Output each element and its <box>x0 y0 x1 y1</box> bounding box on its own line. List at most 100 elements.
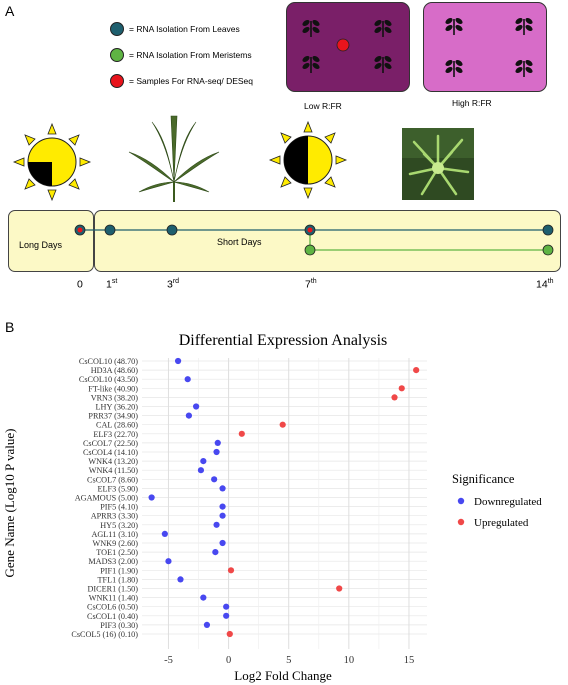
y-tick-label: CsCOL1 (0.40) <box>87 612 138 621</box>
downregulated-point <box>177 576 184 583</box>
legend-dot-leaves <box>110 22 124 36</box>
timeline-tracks <box>74 224 554 256</box>
differential-expression-chart: CsCOL10 (48.70)HD3A (48.60)CsCOL10 (43.5… <box>2 332 542 683</box>
y-tick-label: TFL1 (1.80) <box>98 575 139 584</box>
timepoint-day14 <box>542 224 554 236</box>
legend-marker-upregulated <box>457 518 465 526</box>
y-tick-label: ELF3 (5.90) <box>98 484 139 493</box>
plant-icon <box>302 19 392 73</box>
meristem-timepoint-day14 <box>542 244 554 256</box>
plot-panel <box>142 358 427 649</box>
upregulated-point <box>398 385 405 392</box>
downregulated-point <box>214 439 221 446</box>
low-rfr-label: Low R:FR <box>304 101 342 111</box>
x-tick-label: 15 <box>404 655 415 666</box>
x-axis-label: Log2 Fold Change <box>234 668 332 683</box>
y-axis-label: Gene Name (Log10 P value) <box>2 429 17 578</box>
legend-label-samples: = Samples For RNA-seq/ DESeq <box>129 76 254 86</box>
downregulated-point <box>219 485 226 492</box>
downregulated-point <box>197 467 205 474</box>
y-tick-label: AGAMOUS (5.00) <box>75 494 138 503</box>
upregulated-point <box>226 630 233 638</box>
x-tick-label: -5 <box>164 655 173 666</box>
day-label-14: 14th <box>536 278 554 291</box>
low-rfr-chamber <box>286 2 410 92</box>
day-label-1: 1st <box>106 278 117 291</box>
short-days-box: Short Days <box>94 210 561 272</box>
y-tick-label: HD3A (48.60) <box>91 366 139 375</box>
downregulated-point <box>193 403 200 410</box>
chart-legend: Significance Downregulated Upregulated <box>452 472 542 529</box>
chart-title: Differential Expression Analysis <box>179 332 388 349</box>
sample-marker-day7 <box>307 227 313 233</box>
y-tick-label: CsCOL7 (22.50) <box>83 439 138 448</box>
upregulated-point <box>413 367 420 374</box>
downregulated-point <box>203 621 211 628</box>
x-gridlines <box>167 358 410 649</box>
y-tick-label: DICER1 (1.50) <box>88 585 139 594</box>
y-tick-label: PIF3 (0.30) <box>100 621 138 630</box>
upregulated-point <box>238 430 245 437</box>
legend-label-upregulated: Upregulated <box>474 517 529 529</box>
upregulated-point <box>279 421 286 428</box>
legend-title: Significance <box>452 472 515 486</box>
y-tick-label: MADS3 (2.00) <box>88 557 138 566</box>
x-tick-labels: -5 0 5 10 15 <box>164 655 414 666</box>
day-label-0: 0 <box>77 278 83 291</box>
legend-marker-downregulated <box>457 497 465 505</box>
y-tick-label: APRR3 (3.30) <box>91 512 139 521</box>
y-tick-label: ELF3 (22.70) <box>93 430 138 439</box>
legend-label-downregulated: Downregulated <box>474 496 542 508</box>
day-label-sup: st <box>111 278 118 285</box>
day-label-sup: th <box>310 278 317 285</box>
long-day-sun-icon <box>12 122 92 202</box>
downregulated-point <box>212 549 219 556</box>
day-label-num: 3 <box>167 278 173 291</box>
y-tick-label: WNK9 (2.60) <box>93 539 139 548</box>
x-tick-label: 5 <box>286 655 291 666</box>
legend-label-leaves: = RNA Isolation From Leaves <box>129 24 240 34</box>
downregulated-point <box>184 376 191 383</box>
short-days-label: Short Days <box>217 237 262 247</box>
downregulated-point <box>174 357 182 365</box>
short-day-sun-icon <box>268 120 348 200</box>
downregulated-point <box>223 603 230 610</box>
downregulated-point <box>161 530 168 537</box>
day-label-7: 7th <box>305 278 317 291</box>
sample-dot <box>336 38 350 52</box>
data-points <box>148 357 420 638</box>
y-gridlines <box>142 360 427 635</box>
day-label-num: 14 <box>536 278 548 291</box>
downregulated-point <box>185 412 192 419</box>
y-tick-label: WNK4 (13.20) <box>88 457 138 466</box>
meristem-photo <box>402 128 474 200</box>
x-tick-label: 10 <box>344 655 355 666</box>
downregulated-point <box>200 594 207 601</box>
y-tick-label: VRN3 (38.20) <box>91 393 139 402</box>
meristem-timepoint-day7 <box>304 244 316 256</box>
panel-a-letter: A <box>5 3 15 19</box>
day-label-num: 7 <box>305 278 311 291</box>
downregulated-point <box>223 612 230 619</box>
day-label-3: 3rd <box>167 278 179 291</box>
y-tick-label: CsCOL5 (16) (0.10) <box>71 630 138 639</box>
y-tick-label: LHY (36.20) <box>96 403 139 412</box>
y-tick-label: PRR37 (34.90) <box>88 412 138 421</box>
x-tick-label: 0 <box>226 655 231 666</box>
upregulated-point <box>227 567 235 574</box>
upregulated-point <box>391 394 398 401</box>
y-tick-label: FT-like (40.90) <box>88 384 138 393</box>
y-tick-label: PIF5 (4.10) <box>100 503 138 512</box>
y-tick-label: CsCOL6 (0.50) <box>87 603 138 612</box>
downregulated-point <box>211 476 218 483</box>
sample-marker-day0 <box>77 227 83 233</box>
high-rfr-label: High R:FR <box>452 98 492 108</box>
upregulated-point <box>336 585 343 592</box>
timepoint-day1 <box>104 224 116 236</box>
y-tick-label: CsCOL10 (48.70) <box>79 357 138 366</box>
downregulated-point <box>219 539 226 547</box>
y-tick-label: AGL11 (3.10) <box>91 530 138 539</box>
long-days-label: Long Days <box>19 240 63 250</box>
day-label-num: 1 <box>106 278 112 291</box>
timepoint-day3 <box>166 224 178 236</box>
